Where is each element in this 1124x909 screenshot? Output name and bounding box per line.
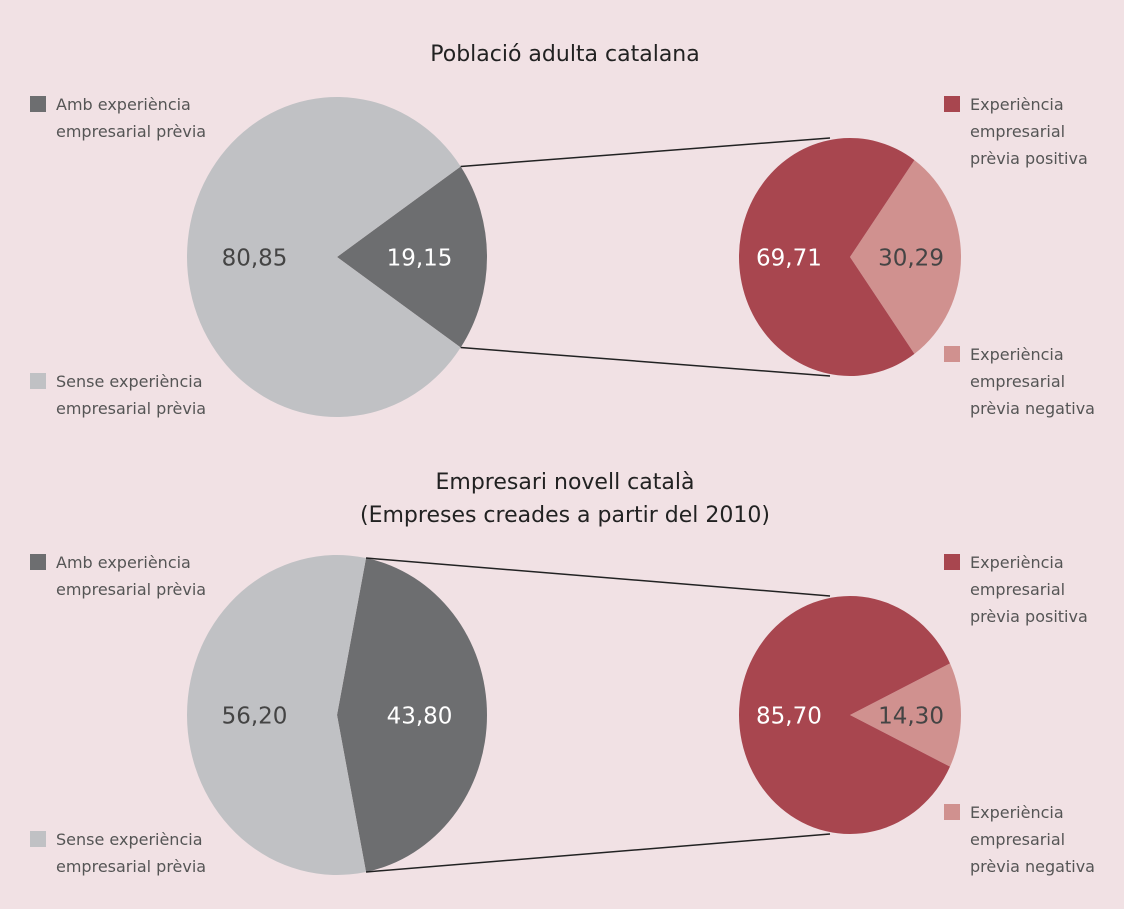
pie-slice bbox=[738, 596, 950, 835]
chart-title: Població adulta catalana bbox=[430, 42, 699, 67]
value-label: 19,15 bbox=[387, 246, 453, 272]
legend-item: Experiència empresarial prèvia negativa bbox=[944, 799, 1110, 880]
legend-label: Experiència empresarial prèvia positiva bbox=[970, 553, 1088, 626]
pie-slice bbox=[739, 138, 915, 377]
value-label: 30,29 bbox=[878, 246, 944, 272]
pie-slice bbox=[337, 166, 487, 348]
chart-title: Empresari novell català bbox=[436, 470, 695, 495]
value-label: 69,71 bbox=[756, 246, 822, 272]
legend-item: Amb experiència empresarial prèvia bbox=[30, 549, 231, 603]
pie-slice bbox=[337, 558, 487, 872]
value-label: 85,70 bbox=[756, 704, 822, 730]
legend-swatch bbox=[944, 554, 960, 570]
legend-swatch bbox=[30, 554, 46, 570]
legend-label: Experiència empresarial prèvia negativa bbox=[970, 803, 1095, 876]
pie-slice bbox=[186, 97, 461, 418]
value-label: 43,80 bbox=[387, 704, 453, 730]
connector bbox=[460, 346, 831, 377]
connector bbox=[460, 137, 831, 168]
legend-item: Experiència empresarial prèvia positiva bbox=[944, 91, 1110, 172]
pie-slice bbox=[850, 160, 962, 354]
legend-swatch bbox=[30, 831, 46, 847]
chart-subtitle: (Empreses creades a partir del 2010) bbox=[360, 503, 770, 528]
connector bbox=[365, 557, 831, 597]
value-label: 80,85 bbox=[222, 246, 288, 272]
legend-item: Sense experiència empresarial prèvia bbox=[30, 826, 231, 880]
value-label: 14,30 bbox=[878, 704, 944, 730]
legend-label: Amb experiència empresarial prèvia bbox=[56, 553, 207, 599]
legend-swatch bbox=[30, 96, 46, 112]
legend-swatch bbox=[944, 346, 960, 362]
legend-swatch bbox=[944, 804, 960, 820]
legend-item: Amb experiència empresarial prèvia bbox=[30, 91, 231, 145]
legend-item: Experiència empresarial prèvia positiva bbox=[944, 549, 1110, 630]
legend-label: Sense experiència empresarial prèvia bbox=[56, 830, 207, 876]
pie-slice bbox=[850, 663, 961, 767]
legend-swatch bbox=[30, 373, 46, 389]
legend-item: Experiència empresarial prèvia negativa bbox=[944, 341, 1110, 422]
value-label: 56,20 bbox=[222, 704, 288, 730]
pie-slice bbox=[187, 555, 367, 875]
legend-label: Sense experiència empresarial prèvia bbox=[56, 372, 207, 418]
connector bbox=[365, 833, 831, 873]
legend-label: Experiència empresarial prèvia negativa bbox=[970, 345, 1095, 418]
legend-swatch bbox=[944, 96, 960, 112]
legend-label: Amb experiència empresarial prèvia bbox=[56, 95, 207, 141]
legend-label: Experiència empresarial prèvia positiva bbox=[970, 95, 1088, 168]
legend-item: Sense experiència empresarial prèvia bbox=[30, 368, 231, 422]
